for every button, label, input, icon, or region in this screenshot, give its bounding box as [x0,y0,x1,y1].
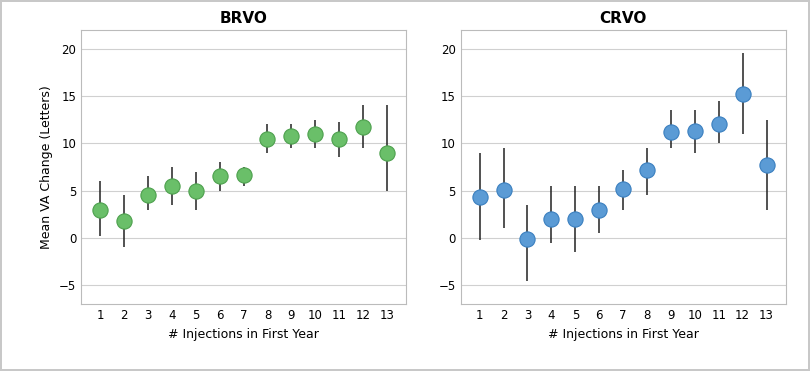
Point [261,135,274,141]
Point [521,236,534,242]
X-axis label: # Injections in First Year: # Injections in First Year [548,328,698,341]
Point [760,162,773,168]
Point [712,121,725,127]
Point [569,216,582,222]
Point [356,124,369,130]
Point [117,218,130,224]
Title: BRVO: BRVO [220,11,267,26]
Point [94,207,107,213]
Point [616,186,629,192]
Point [736,91,749,97]
Point [190,188,202,194]
Point [473,194,486,200]
Point [641,167,654,173]
Point [333,135,346,141]
Point [593,207,606,213]
Point [285,133,298,139]
Point [237,171,250,177]
Point [545,216,558,222]
Point [664,129,677,135]
Y-axis label: Mean VA Change (Letters): Mean VA Change (Letters) [40,85,53,249]
Point [213,174,226,180]
Point [497,187,510,193]
Point [165,183,178,189]
Point [309,131,322,137]
Point [688,128,701,134]
Point [142,193,155,198]
X-axis label: # Injections in First Year: # Injections in First Year [168,328,319,341]
Title: CRVO: CRVO [599,11,647,26]
Point [381,150,394,156]
